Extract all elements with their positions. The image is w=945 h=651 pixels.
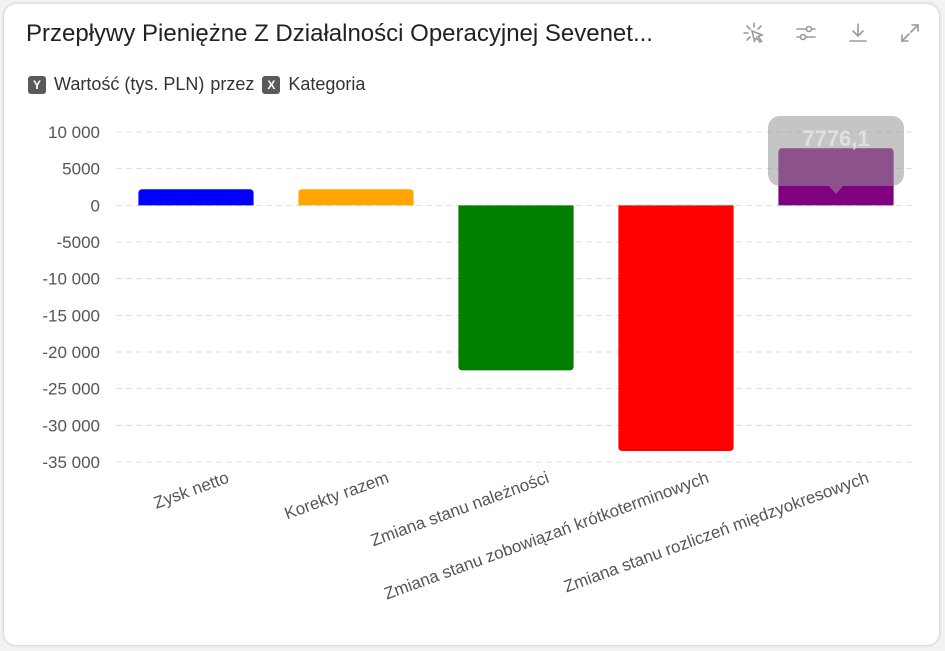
- y-tick-label: 10 000: [48, 123, 100, 142]
- y-axis-badge: Y: [28, 75, 46, 94]
- bar[interactable]: [618, 205, 734, 451]
- y-tick-label: -15 000: [42, 306, 100, 325]
- chart-card: Przepływy Pieniężne Z Działalności Opera…: [4, 4, 939, 645]
- bar-chart: 10 000 5000 0 -5000 -10 000 -15 000 -20 000 -25…: [42, 116, 916, 603]
- x-tick-label: Zysk netto: [151, 468, 231, 513]
- bar[interactable]: [458, 205, 574, 371]
- axis-legend: Y Wartość (tys. PLN) przez X Kategoria: [28, 74, 365, 95]
- x-tick-label: Zmiana stanu zobowiązań krótkoterminowyc…: [382, 468, 712, 603]
- chart-title: Przepływy Pieniężne Z Działalności Opera…: [26, 20, 653, 47]
- chart-toolbar: [739, 18, 925, 48]
- y-tick-label: -5000: [57, 233, 100, 252]
- bar[interactable]: [298, 189, 414, 206]
- x-axis-label: Kategoria: [288, 74, 366, 94]
- y-tick-label: -20 000: [42, 343, 100, 362]
- x-tick-label: Korekty razem: [282, 468, 391, 523]
- y-tick-label: 5000: [62, 160, 100, 179]
- legend-by-text: przez: [210, 74, 255, 94]
- y-tick-label: -25 000: [42, 380, 100, 399]
- expand-icon[interactable]: [895, 18, 925, 48]
- x-axis-badge: X: [262, 75, 281, 94]
- tooltip-box: [768, 116, 904, 186]
- magic-wand-icon[interactable]: [739, 18, 769, 48]
- tooltip-value: 7776,1: [802, 126, 869, 151]
- y-tick-label: -30 000: [42, 416, 100, 435]
- sliders-icon[interactable]: [791, 18, 821, 48]
- y-tick-label: -35 000: [42, 453, 100, 472]
- x-tick-label: Zmiana stanu rozliczeń międzyokresowych: [561, 468, 871, 596]
- download-icon[interactable]: [843, 18, 873, 48]
- y-axis-label: Wartość (tys. PLN): [54, 74, 205, 94]
- bar[interactable]: [138, 189, 254, 206]
- y-tick-label: 0: [91, 196, 100, 215]
- y-tick-label: -10 000: [42, 270, 100, 289]
- tooltip-pointer: [829, 186, 843, 194]
